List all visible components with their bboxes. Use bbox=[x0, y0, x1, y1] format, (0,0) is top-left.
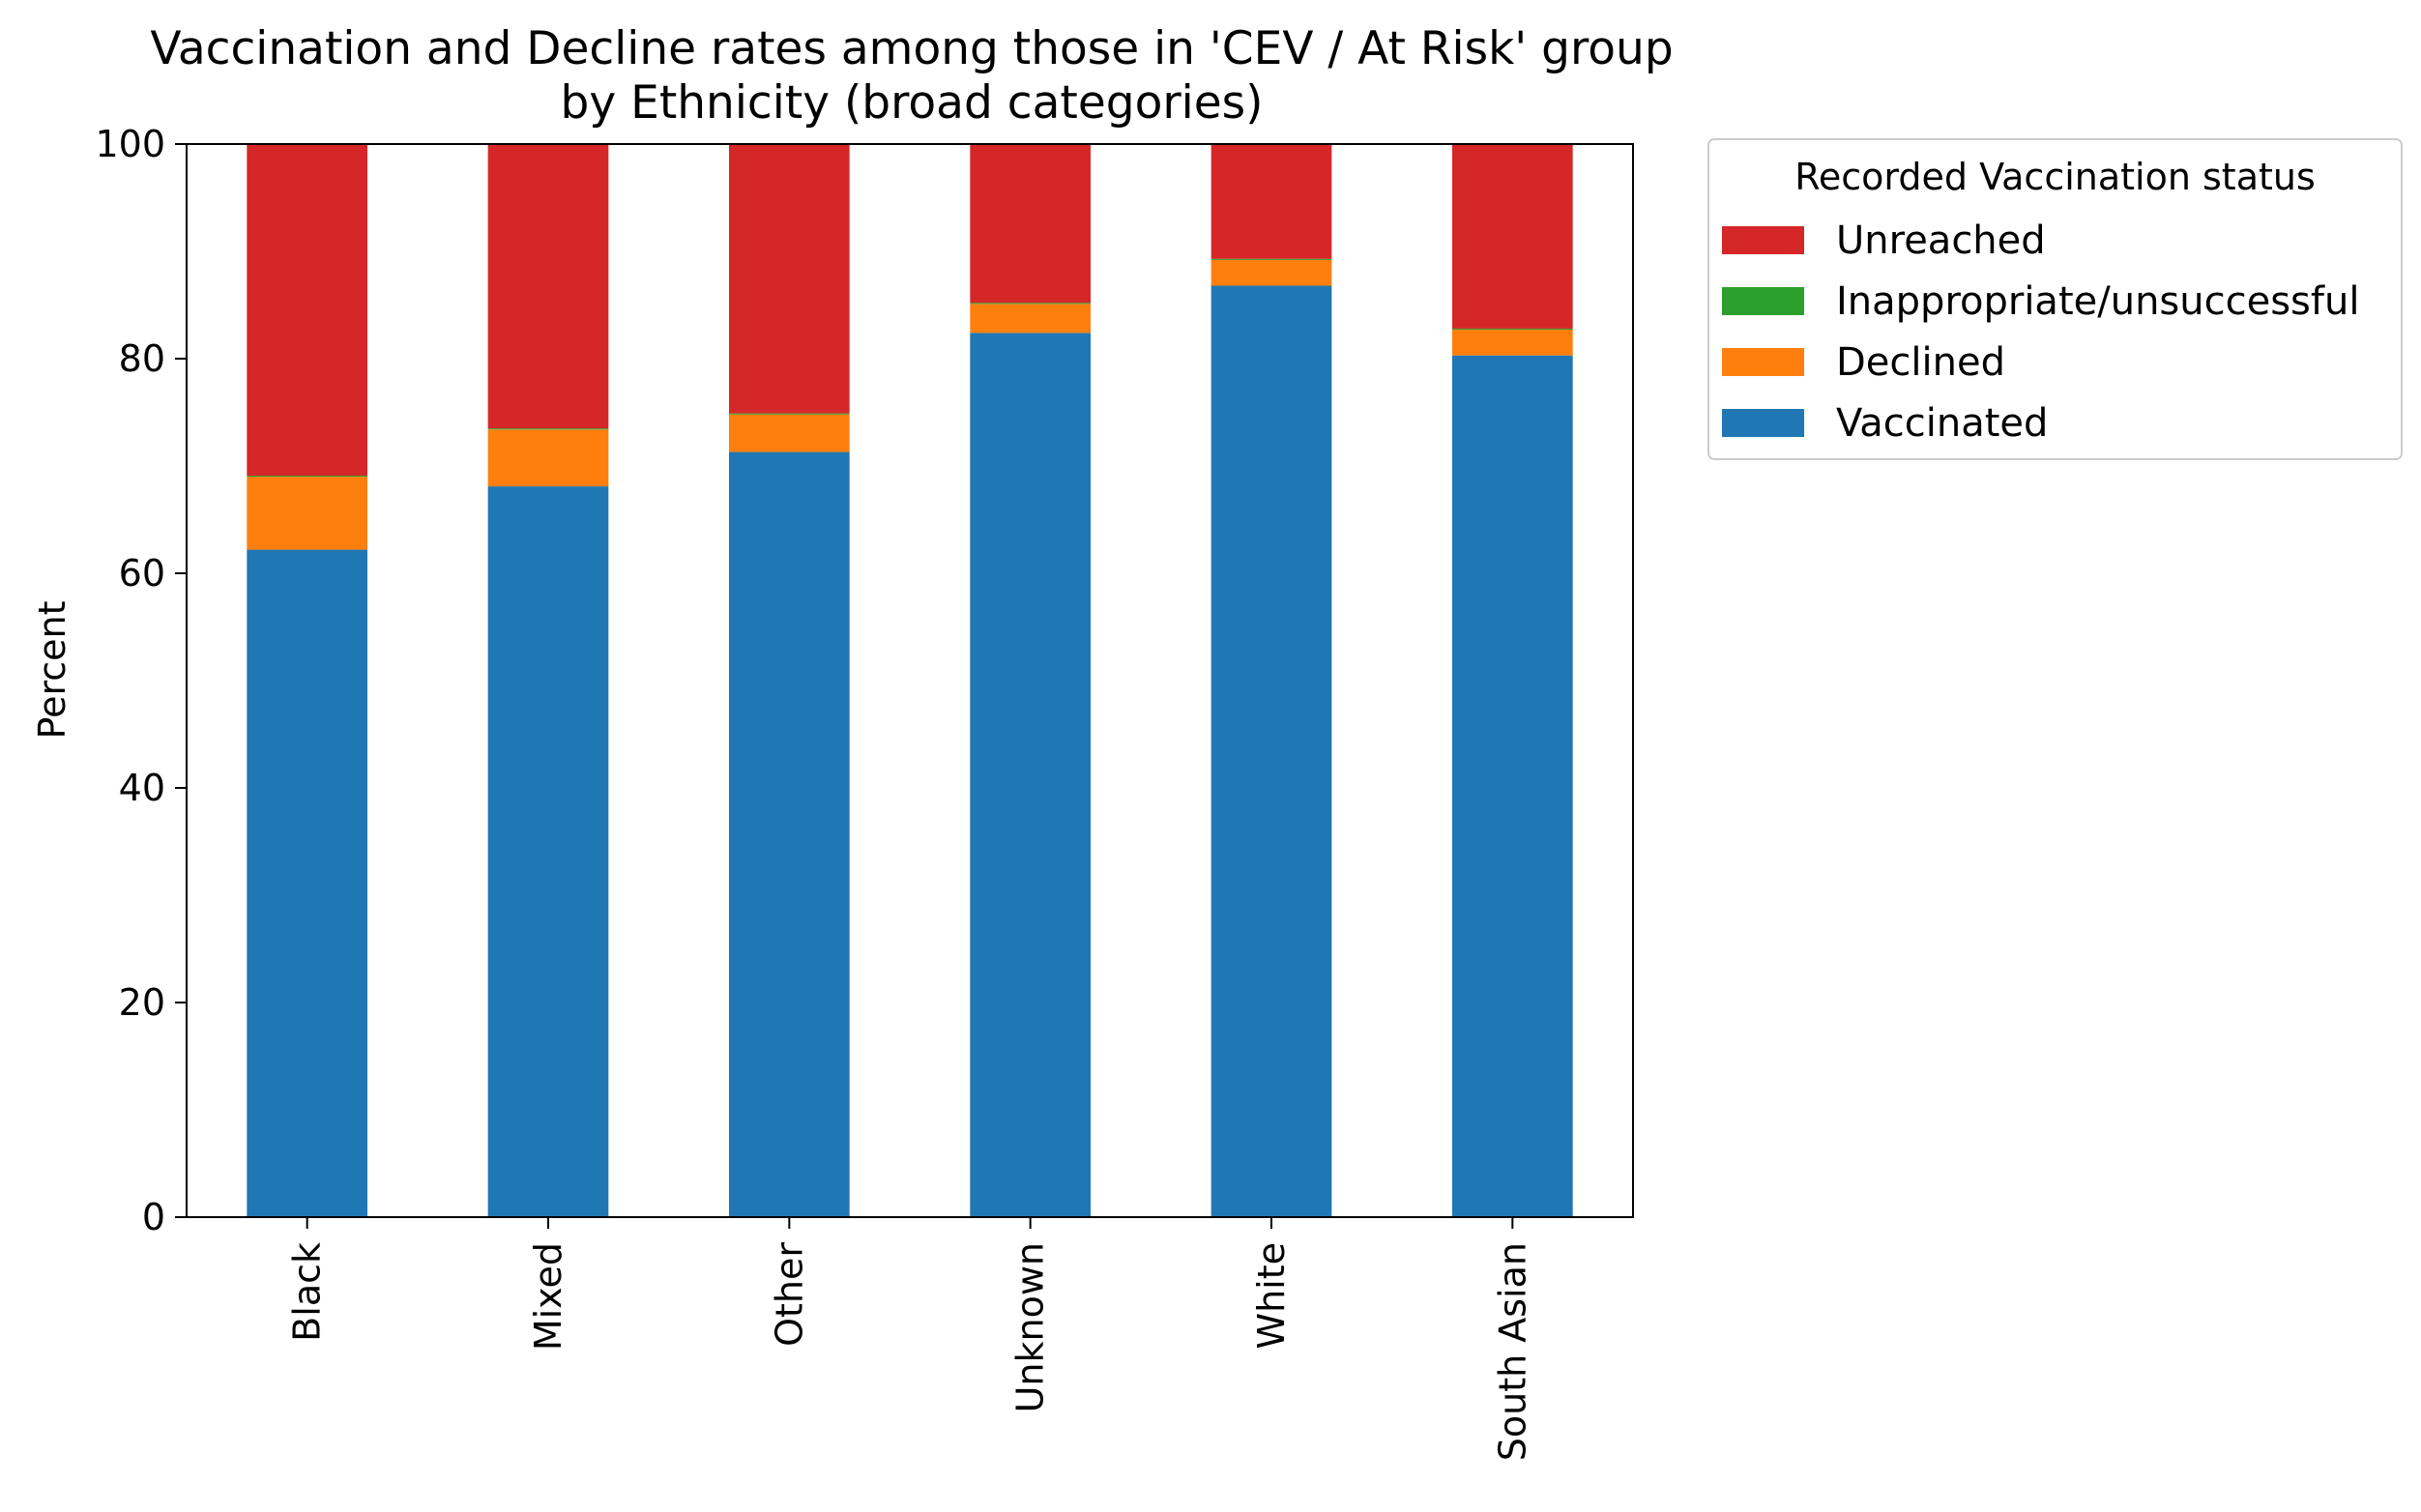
bar-white-declined bbox=[1210, 259, 1332, 286]
plot-frame bbox=[186, 143, 1634, 1218]
bar-black-declined bbox=[247, 477, 367, 550]
bar-south-asian-unreached bbox=[1452, 144, 1573, 329]
y-tick-label-80: 80 bbox=[119, 337, 165, 380]
bar-black-inappropriate-unsuccessful bbox=[247, 475, 367, 478]
legend-label-inappropriate-unsuccessful: Inappropriate/unsuccessful bbox=[1836, 279, 2359, 324]
bar-white-inappropriate-unsuccessful bbox=[1210, 258, 1332, 260]
bar-south-asian-inappropriate-unsuccessful bbox=[1452, 328, 1573, 331]
y-tick-label-0: 0 bbox=[142, 1196, 165, 1238]
legend-frame bbox=[1707, 138, 2403, 460]
bar-other-inappropriate-unsuccessful bbox=[729, 413, 850, 415]
bar-other-declined bbox=[729, 414, 850, 452]
y-tick-label-60: 60 bbox=[119, 552, 165, 595]
x-tick-label-other: Other bbox=[768, 1242, 810, 1347]
bar-white-unreached bbox=[1210, 144, 1332, 259]
bar-mixed-vaccinated bbox=[487, 486, 609, 1218]
bar-unknown-unreached bbox=[970, 144, 1091, 304]
bar-unknown-vaccinated bbox=[970, 333, 1091, 1217]
legend-swatch-unreached bbox=[1722, 226, 1804, 254]
legend-swatch-declined bbox=[1722, 348, 1804, 376]
bar-unknown-inappropriate-unsuccessful bbox=[970, 303, 1091, 305]
chart-title-line-1: Vaccination and Decline rates among thos… bbox=[150, 22, 1673, 75]
legend-label-unreached: Unreached bbox=[1836, 218, 2046, 263]
y-tick-label-40: 40 bbox=[119, 767, 165, 809]
bar-mixed-inappropriate-unsuccessful bbox=[487, 428, 609, 430]
bar-south-asian-vaccinated bbox=[1452, 355, 1573, 1217]
chart-title-line-2: by Ethnicity (broad categories) bbox=[561, 76, 1264, 130]
bar-other-unreached bbox=[729, 144, 850, 414]
x-tick-label-south-asian: South Asian bbox=[1491, 1242, 1533, 1461]
bar-other-vaccinated bbox=[729, 451, 850, 1217]
bar-south-asian-declined bbox=[1452, 330, 1573, 356]
x-tick-label-white: White bbox=[1250, 1242, 1293, 1350]
y-tick-label-100: 100 bbox=[95, 123, 165, 165]
legend-label-vaccinated: Vaccinated bbox=[1836, 401, 2048, 446]
x-tick-label-unknown: Unknown bbox=[1009, 1242, 1052, 1412]
bar-unknown-declined bbox=[970, 304, 1091, 334]
x-tick-label-black: Black bbox=[286, 1242, 329, 1342]
bars-layer bbox=[247, 144, 1573, 1218]
legend-title: Recorded Vaccination status bbox=[1794, 156, 2316, 198]
bar-black-vaccinated bbox=[247, 549, 367, 1217]
bar-black-unreached bbox=[247, 144, 367, 476]
legend-label-declined: Declined bbox=[1836, 340, 2005, 385]
legend-swatch-inappropriate-unsuccessful bbox=[1722, 287, 1804, 315]
legend: Recorded Vaccination status Unreached Inap… bbox=[1707, 138, 2403, 460]
legend-swatch-vaccinated bbox=[1722, 409, 1804, 437]
axes-layer: Black Mixed Other Unknown White South Asian 0 2… bbox=[95, 123, 1634, 1461]
x-tick-label-mixed: Mixed bbox=[527, 1242, 569, 1351]
bar-mixed-unreached bbox=[487, 144, 609, 429]
bar-white-vaccinated bbox=[1210, 285, 1332, 1217]
y-tick-label-20: 20 bbox=[119, 981, 165, 1024]
y-axis-label: Percent bbox=[31, 601, 73, 740]
bar-mixed-declined bbox=[487, 429, 609, 487]
